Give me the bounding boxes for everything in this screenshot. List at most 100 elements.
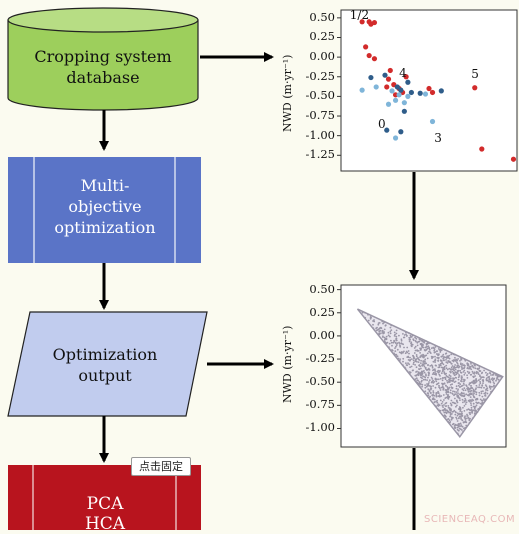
chart2-point bbox=[443, 399, 445, 401]
chart2-point bbox=[468, 421, 471, 424]
chart2-point bbox=[446, 362, 449, 364]
chart2-point bbox=[418, 385, 421, 387]
chart1-point bbox=[403, 74, 409, 80]
chart2-point bbox=[492, 381, 495, 383]
chart2-point bbox=[453, 367, 455, 370]
chart2-point bbox=[457, 429, 460, 432]
chart2-point bbox=[432, 392, 435, 394]
chart2-point bbox=[449, 377, 452, 379]
chart2-point bbox=[403, 346, 405, 349]
chart2-point bbox=[409, 359, 412, 361]
chart2-point bbox=[455, 418, 458, 420]
chart2-ytick-label: 0.00 bbox=[309, 327, 335, 342]
pin-tooltip[interactable]: 点击固定 bbox=[131, 457, 191, 476]
chart2-point bbox=[474, 375, 476, 377]
chart2-point bbox=[407, 356, 410, 359]
chart2-point bbox=[384, 324, 387, 327]
chart2-point bbox=[431, 378, 434, 380]
chart2-point bbox=[482, 382, 484, 384]
chart2-point bbox=[429, 391, 432, 394]
chart2-point bbox=[459, 399, 461, 401]
chart2-point bbox=[449, 391, 452, 394]
chart2-point bbox=[448, 374, 451, 377]
chart2-point bbox=[456, 362, 459, 365]
chart2-point bbox=[445, 402, 448, 404]
chart1-point bbox=[472, 85, 478, 91]
chart2-point bbox=[462, 395, 465, 398]
chart2-point bbox=[439, 362, 442, 365]
chart2-point bbox=[435, 380, 438, 383]
chart2-point bbox=[435, 383, 438, 386]
chart2-point bbox=[423, 371, 426, 374]
chart2-point bbox=[382, 335, 384, 338]
chart2-point bbox=[419, 362, 422, 364]
chart2-point bbox=[431, 357, 433, 360]
chart2-point bbox=[438, 394, 441, 397]
chart2-point bbox=[404, 367, 407, 370]
chart2-point bbox=[378, 332, 381, 335]
chart2-point bbox=[448, 419, 451, 422]
chart1-ytick-label: -1.00 bbox=[305, 127, 336, 142]
chart2-point bbox=[461, 425, 464, 428]
chart2-point bbox=[485, 371, 487, 374]
chart1-annotation: 5 bbox=[471, 67, 479, 82]
chart2-cloud-points bbox=[361, 311, 503, 436]
chart2-point bbox=[454, 376, 457, 379]
chart2-point bbox=[428, 367, 430, 370]
chart2-point bbox=[420, 371, 422, 374]
chart2-point bbox=[445, 393, 448, 395]
chart2-point bbox=[407, 359, 410, 361]
chart2-point bbox=[453, 390, 456, 393]
chart2-point bbox=[396, 355, 399, 358]
chart2-point bbox=[469, 399, 471, 402]
chart2-point bbox=[422, 361, 425, 363]
chart2-point bbox=[456, 366, 458, 369]
chart2-point bbox=[436, 407, 439, 410]
chart2-point bbox=[470, 406, 473, 409]
chart2-point bbox=[420, 359, 422, 362]
chart2-point bbox=[468, 394, 470, 397]
chart2-point bbox=[418, 364, 421, 366]
chart2-point bbox=[438, 346, 440, 349]
chart2-point bbox=[409, 339, 411, 341]
chart2-point bbox=[422, 343, 424, 346]
chart2-point bbox=[428, 389, 431, 392]
chart2-point bbox=[372, 323, 374, 326]
chart2-point bbox=[388, 348, 391, 351]
chart1-point bbox=[366, 52, 372, 59]
chart2-point bbox=[409, 371, 412, 374]
chart2-point bbox=[437, 392, 440, 394]
chart2-point bbox=[493, 372, 495, 374]
chart2-point bbox=[435, 394, 438, 397]
chart2-point bbox=[460, 358, 463, 361]
chart2-point bbox=[421, 339, 424, 342]
chart2-point bbox=[455, 405, 457, 408]
chart2-point bbox=[420, 367, 422, 370]
chart2-point bbox=[455, 385, 458, 388]
chart2-point bbox=[414, 349, 417, 352]
chart2-ytick-label: 0.25 bbox=[309, 304, 335, 319]
chart2-point bbox=[389, 330, 392, 333]
chart2-point bbox=[418, 368, 420, 370]
chart2-point bbox=[434, 344, 437, 347]
chart2-point bbox=[430, 381, 433, 384]
chart2-point bbox=[450, 353, 453, 356]
chart2-point bbox=[456, 371, 458, 374]
chart2-point bbox=[494, 374, 497, 376]
chart2-point bbox=[478, 386, 481, 389]
chart2-point bbox=[432, 371, 435, 374]
chart1-point bbox=[401, 108, 407, 114]
chart2-point bbox=[427, 371, 430, 374]
chart2-point bbox=[449, 375, 452, 377]
chart2-point bbox=[380, 327, 383, 330]
chart2-point bbox=[466, 387, 468, 390]
chart2-point bbox=[431, 394, 433, 396]
chart2-point bbox=[469, 396, 472, 398]
chart2-point bbox=[451, 383, 453, 386]
chart2-point bbox=[442, 394, 445, 396]
chart2-point bbox=[395, 335, 398, 338]
chart2-point bbox=[395, 329, 398, 332]
chart2-point bbox=[436, 401, 439, 404]
chart2-point bbox=[466, 415, 468, 417]
